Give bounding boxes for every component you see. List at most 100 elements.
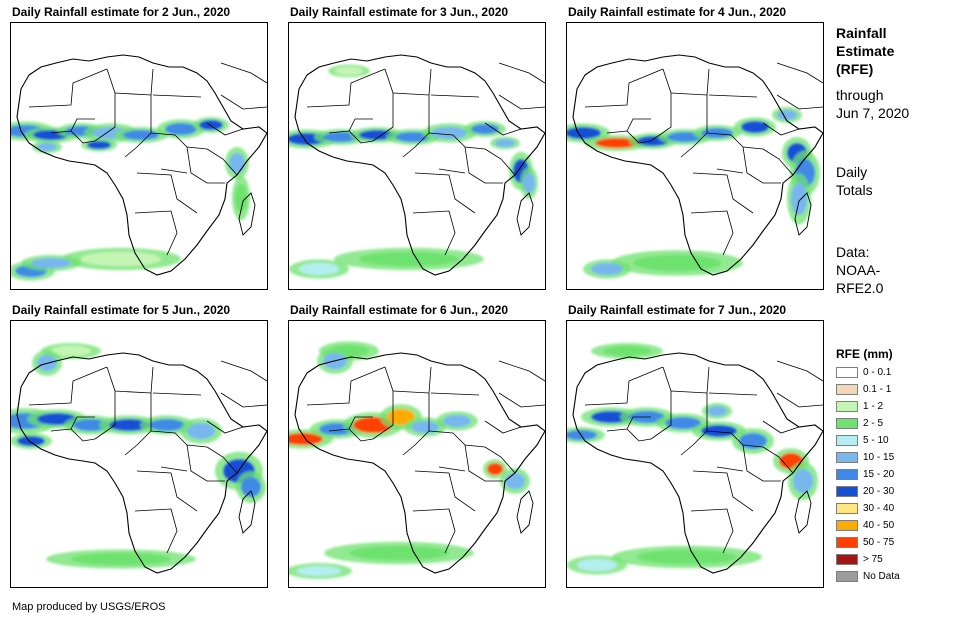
data-source: Data: NOAA- RFE2.0: [836, 243, 883, 297]
country-border: [114, 68, 154, 96]
country-border: [124, 95, 152, 158]
rain-cell: [17, 436, 45, 446]
rain-cell: [443, 415, 471, 427]
country-border: [584, 366, 664, 406]
country-border: [692, 470, 754, 512]
country-border: [762, 420, 800, 434]
rainfall-map-1: [10, 22, 268, 290]
legend-item: 1 - 2: [836, 401, 883, 414]
africa-coastline: [572, 352, 823, 574]
country-border: [206, 122, 244, 136]
rain-cell: [81, 252, 161, 266]
country-border: [94, 68, 116, 142]
country-border: [372, 366, 394, 440]
country-border: [134, 210, 178, 256]
data-source-line-1: Data:: [836, 244, 870, 260]
country-border: [708, 392, 758, 396]
legend-label: > 75: [863, 554, 883, 565]
country-border: [692, 172, 754, 214]
country-border: [402, 95, 430, 158]
map-canvas: [567, 54, 823, 279]
legend-swatch: [836, 401, 858, 412]
country-border: [186, 444, 225, 482]
country-border: [650, 366, 672, 440]
country-border: [328, 428, 374, 442]
country-border: [206, 420, 244, 434]
country-border: [762, 148, 794, 176]
africa-coastline: [572, 54, 823, 276]
rain-cell: [431, 127, 467, 139]
country-border: [306, 68, 386, 108]
rain-cell: [51, 346, 91, 356]
credit-text: Map produced by USGS/EROS: [12, 601, 166, 613]
rain-cell: [359, 130, 395, 140]
rain-cell: [71, 553, 171, 565]
country-border: [414, 172, 476, 214]
rain-cell: [235, 184, 247, 212]
country-border: [716, 466, 744, 472]
africa-coastline: [294, 352, 545, 574]
rain-cell: [567, 430, 597, 440]
legend-label: 0.1 - 1: [863, 384, 892, 395]
legend-item: 30 - 40: [836, 503, 894, 516]
country-border: [206, 446, 238, 474]
country-border: [328, 130, 374, 144]
country-border: [150, 132, 208, 150]
rainfall-layer: [289, 64, 538, 279]
totals-note: Daily Totals: [836, 163, 873, 199]
rainfall-layer: [11, 117, 250, 281]
country-border: [670, 68, 710, 96]
rain-cell: [37, 143, 57, 151]
legend-item: 40 - 50: [836, 520, 894, 533]
rain-cell: [165, 123, 197, 135]
country-border: [28, 366, 108, 406]
country-border: [160, 466, 188, 472]
country-border: [412, 508, 456, 554]
country-border: [650, 68, 672, 142]
country-border: [50, 428, 96, 442]
legend-item: > 75: [836, 554, 883, 567]
country-border: [134, 508, 178, 554]
map-canvas: [567, 343, 823, 575]
africa-coastline: [294, 54, 545, 276]
country-border: [206, 148, 238, 176]
totals-line-2: Totals: [836, 182, 873, 198]
rainfall-layer: [567, 107, 820, 279]
legend-swatch: [836, 452, 858, 463]
country-border: [438, 466, 466, 472]
rain-cell: [335, 67, 363, 75]
country-border: [464, 146, 503, 184]
rain-cell: [323, 132, 359, 142]
legend-title: RFE (mm): [836, 347, 893, 361]
rainfall-map-5: [288, 320, 546, 588]
map-title-line-1: Rainfall: [836, 25, 887, 41]
rain-cell: [665, 417, 701, 429]
madagascar-outline: [794, 490, 812, 534]
legend-label: 30 - 40: [863, 503, 895, 514]
legend-label: 50 - 75: [863, 537, 895, 548]
panel-title-1: Daily Rainfall estimate for 2 Jun., 2020: [12, 5, 231, 19]
country-border: [706, 132, 764, 150]
country-border: [348, 118, 373, 132]
totals-line-1: Daily: [836, 164, 868, 180]
rain-cell: [637, 550, 737, 564]
panel-title-2: Daily Rainfall estimate for 3 Jun., 2020: [290, 5, 509, 19]
arabian-peninsula-outline: [498, 62, 545, 110]
rainfall-layer: [567, 343, 818, 575]
rain-cell: [591, 411, 631, 423]
rain-cell: [487, 463, 503, 475]
rain-cell: [349, 546, 449, 560]
legend-item: 50 - 75: [836, 537, 894, 550]
rain-cell: [741, 121, 769, 133]
panel-title-5: Daily Rainfall estimate for 6 Jun., 2020: [290, 303, 509, 317]
legend-label: 40 - 50: [863, 520, 895, 531]
panel-title-3: Daily Rainfall estimate for 4 Jun., 2020: [568, 5, 787, 19]
legend-swatch: [836, 503, 858, 514]
rainfall-layer: [289, 341, 530, 579]
legend-item: 15 - 20: [836, 469, 894, 482]
rain-cell: [523, 173, 535, 193]
rain-cell: [603, 346, 651, 356]
rain-cell: [701, 425, 737, 437]
legend-label: 5 - 10: [863, 435, 889, 446]
country-border: [706, 430, 764, 448]
